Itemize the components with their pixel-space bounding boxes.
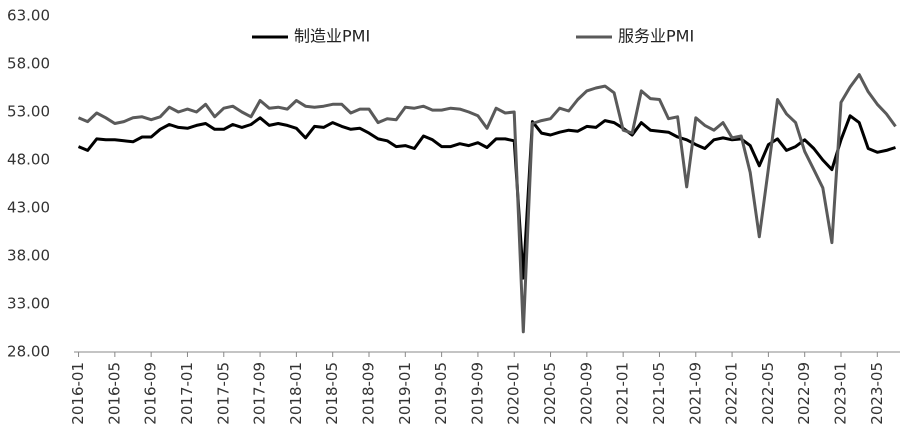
y-tick-label: 48.00 xyxy=(7,151,50,169)
x-tick-label: 2023-01 xyxy=(832,362,850,425)
x-tick-label: 2018-05 xyxy=(323,362,341,425)
x-tick-label: 2022-01 xyxy=(723,362,741,425)
series-line xyxy=(77,73,897,334)
y-tick-label: 38.00 xyxy=(7,247,50,265)
x-tick-label: 2019-05 xyxy=(432,362,450,425)
y-tick-label: 58.00 xyxy=(7,55,50,73)
x-tick-label: 2023-05 xyxy=(868,362,886,425)
legend-label: 制造业PMI xyxy=(294,27,370,46)
x-tick-label: 2021-05 xyxy=(650,362,668,425)
x-tick-label: 2019-09 xyxy=(468,362,486,425)
x-tick-label: 2018-09 xyxy=(360,362,378,425)
y-tick-label: 33.00 xyxy=(7,295,50,313)
x-tick-label: 2021-01 xyxy=(614,362,632,425)
x-tick-label: 2016-05 xyxy=(105,362,123,425)
x-tick-label: 2022-09 xyxy=(795,362,813,425)
x-tick-label: 2020-05 xyxy=(541,362,559,425)
x-tick-label: 2017-09 xyxy=(251,362,269,425)
x-tick-label: 2022-05 xyxy=(759,362,777,425)
series-line xyxy=(77,114,896,280)
legend-label: 服务业PMI xyxy=(618,27,694,46)
x-tick-label: 2017-05 xyxy=(214,362,232,425)
y-tick-label: 53.00 xyxy=(7,103,50,121)
x-tick-label: 2020-01 xyxy=(505,362,523,425)
x-tick-label: 2020-09 xyxy=(577,362,595,425)
y-tick-label: 43.00 xyxy=(7,199,50,217)
y-tick-label: 28.00 xyxy=(7,343,50,361)
y-tick-label: 63.00 xyxy=(7,7,50,25)
x-tick-label: 2017-01 xyxy=(178,362,196,425)
x-tick-label: 2021-09 xyxy=(686,362,704,425)
x-tick-label: 2019-01 xyxy=(396,362,414,425)
x-tick-label: 2018-01 xyxy=(287,362,305,425)
x-tick-label: 2016-09 xyxy=(142,362,160,425)
x-tick-label: 2016-01 xyxy=(69,362,87,425)
